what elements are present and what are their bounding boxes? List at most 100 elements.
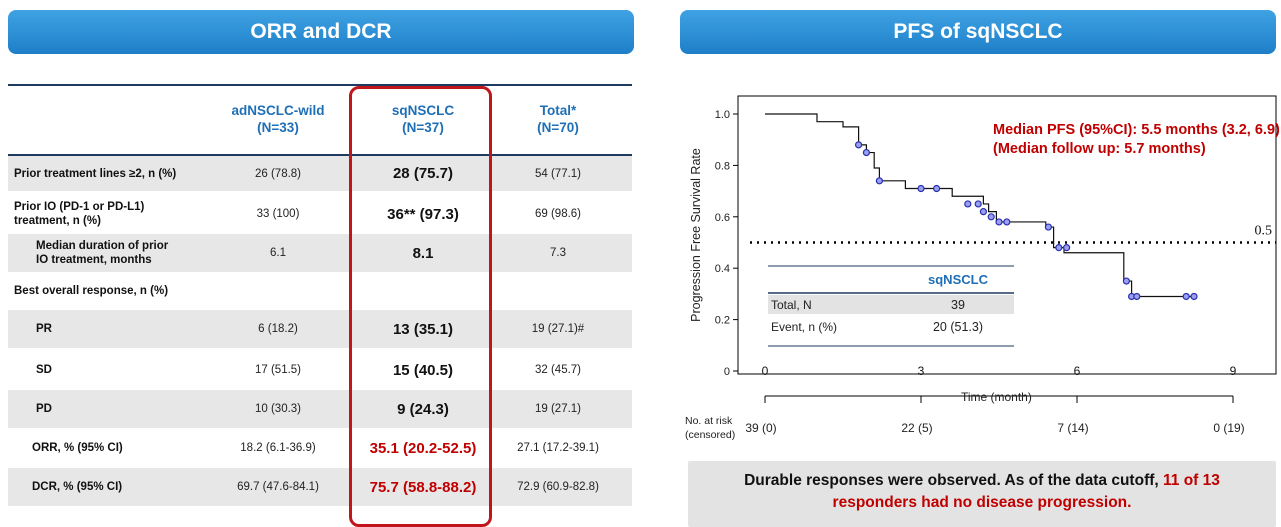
- row-label: Prior treatment lines ≥2, n (%): [14, 167, 177, 180]
- header-total-name: Total*: [539, 103, 577, 118]
- durable-response-note: Durable responses were observed. As of t…: [688, 461, 1276, 527]
- y-tick-label: 0.4: [715, 263, 730, 275]
- at-risk-value: 22 (5): [901, 421, 932, 435]
- row-label: Prior IO (PD-1 or PD-L1) treatment, n (%…: [14, 201, 145, 227]
- row-cell-total: 32 (45.7): [534, 364, 582, 376]
- banner-pfs: PFS of sqNSCLC: [680, 10, 1276, 54]
- censor-mark: [855, 141, 863, 149]
- row-label: PR: [36, 323, 52, 335]
- censor-mark: [862, 148, 870, 157]
- censor-mark: [917, 184, 925, 193]
- censor-mark: [1003, 218, 1011, 226]
- table-row: ORR, % (95% CI) 18.2 (6.1-36.9) 35.1 (20.2…: [8, 429, 632, 467]
- censor-mark: [974, 200, 982, 208]
- row-cell-sqnsclc: 8.1: [412, 244, 434, 262]
- censor-mark: [995, 218, 1003, 226]
- row-label: PD: [36, 403, 52, 415]
- censor-mark: [1190, 292, 1198, 301]
- inset-title: sqNSCLC: [928, 272, 989, 287]
- table-row: Best overall response, n (%): [8, 274, 632, 308]
- note-text-highlight: 11 of 13: [1163, 472, 1220, 489]
- header-rule: [8, 154, 632, 156]
- at-risk-value: 39 (0): [745, 421, 776, 435]
- censor-mark: [1182, 292, 1190, 301]
- header-sqnsclc-n: (N=37): [402, 120, 444, 135]
- row-cell-total: 69 (98.6): [534, 208, 582, 220]
- row-label: Median duration of prior IO treatment, m…: [36, 240, 169, 266]
- row-cell-sqnsclc: 75.7 (58.8-88.2): [369, 478, 477, 496]
- censor-mark: [875, 177, 883, 185]
- inset-row-label: Event, n (%): [771, 320, 837, 334]
- row-cell-adnsclc: 10 (30.3): [254, 403, 302, 415]
- reference-line-label: 0.5: [1255, 224, 1273, 239]
- censor-mark: [964, 200, 972, 208]
- header-adnsclc-n: (N=33): [257, 120, 299, 135]
- row-cell-sqnsclc: 36** (97.3): [387, 205, 459, 223]
- row-cell-sqnsclc: 15 (40.5): [392, 361, 454, 379]
- header-sqnsclc: sqNSCLC (N=37): [353, 102, 493, 136]
- row-cell-adnsclc: [208, 274, 348, 308]
- row-cell-total: 27.1 (17.2-39.1): [517, 442, 599, 454]
- row-cell-sqnsclc: 9 (24.3): [397, 400, 449, 418]
- table-row: Prior IO (PD-1 or PD-L1) treatment, n (%…: [8, 195, 632, 233]
- at-risk-sublabel: (censored): [685, 429, 735, 441]
- x-tick-label: 0: [762, 364, 769, 378]
- table-row: Median duration of prior IO treatment, m…: [8, 234, 632, 272]
- row-label: SD: [36, 364, 52, 376]
- inset-row-label: Total, N: [771, 298, 812, 312]
- row-cell-total: 54 (77.1): [534, 167, 582, 180]
- x-axis-label: Time (month): [961, 390, 1032, 404]
- row-cell-total: 19 (27.1)#: [531, 323, 585, 335]
- row-cell-adnsclc: 26 (78.8): [254, 167, 302, 180]
- at-risk-value: 0 (19): [1213, 421, 1244, 435]
- row-cell-sqnsclc: 35.1 (20.2-52.5): [369, 439, 477, 457]
- header-total-n: (N=70): [537, 120, 579, 135]
- header-adnsclc: adNSCLC-wild (N=33): [208, 102, 348, 136]
- censor-mark: [1133, 292, 1141, 301]
- y-axis-label: Progression Free Survival Rate: [689, 148, 703, 322]
- header-sqnsclc-name: sqNSCLC: [391, 103, 455, 118]
- note-text-1: Durable responses were observed. As of t…: [744, 472, 1164, 489]
- x-tick-label: 3: [918, 364, 925, 378]
- censor-mark: [1063, 244, 1071, 252]
- row-cell-adnsclc: 69.7 (47.6-84.1): [237, 481, 319, 493]
- header-total: Total* (N=70): [488, 102, 628, 136]
- sqnsclc-highlight-box: [349, 86, 492, 527]
- row-cell-sqnsclc: 13 (35.1): [392, 320, 454, 338]
- row-cell-sqnsclc: 28 (75.7): [392, 165, 454, 182]
- inset-row-value: 20 (51.3): [933, 320, 983, 334]
- banner-orr-dcr: ORR and DCR: [8, 10, 634, 54]
- pfs-km-chart: 0 0.2 0.4 0.6 0.8 1.0 Progression Free Surviva…: [685, 95, 1280, 441]
- km-curve-sqnsclc: [765, 113, 1197, 298]
- censor-mark: [933, 184, 941, 193]
- table-row: PR 6 (18.2) 13 (35.1) 19 (27.1)#: [8, 310, 632, 348]
- row-label: Best overall response, n (%): [14, 285, 169, 297]
- censor-mark: [1044, 223, 1052, 231]
- table-row: SD 17 (51.5) 15 (40.5) 32 (45.7): [8, 351, 632, 389]
- table-row: PD 10 (30.3) 9 (24.3) 19 (27.1): [8, 390, 632, 428]
- row-cell-adnsclc: 6 (18.2): [258, 323, 298, 335]
- row-cell-adnsclc: 18.2 (6.1-36.9): [240, 442, 316, 454]
- response-table: adNSCLC-wild (N=33) sqNSCLC (N=37) Total…: [8, 86, 632, 527]
- row-cell-total: 19 (27.1): [534, 403, 582, 415]
- y-tick-label: 0.2: [715, 315, 730, 327]
- row-label: DCR, % (95% CI): [32, 481, 123, 493]
- y-tick-label: 0: [724, 366, 730, 378]
- median-pfs-annotation: Median PFS (95%CI): 5.5 months (3.2, 6.9…: [993, 122, 1280, 138]
- table-row: DCR, % (95% CI) 69.7 (47.6-84.1) 75.7 (58.…: [8, 468, 632, 506]
- x-tick-label: 9: [1230, 364, 1237, 378]
- table-row: Prior treatment lines ≥2, n (%) 26 (78.8)…: [8, 156, 632, 191]
- at-risk-value: 7 (14): [1057, 421, 1088, 435]
- table-header: adNSCLC-wild (N=33) sqNSCLC (N=37) Total…: [8, 86, 632, 156]
- note-text-3: responders had no disease progression.: [832, 494, 1132, 511]
- plot-frame: [737, 95, 1277, 375]
- table-top-rule: [8, 84, 632, 86]
- y-tick-label: 0.8: [715, 160, 730, 172]
- censor-mark: [1122, 277, 1130, 285]
- censor-mark: [979, 208, 987, 216]
- at-risk-label: No. at risk: [685, 415, 733, 427]
- row-cell-total: 7.3: [550, 247, 566, 259]
- x-tick-label: 6: [1074, 364, 1081, 378]
- inset-row-shade: [768, 295, 1014, 314]
- row-cell-total: 72.9 (60.9-82.8): [517, 481, 599, 493]
